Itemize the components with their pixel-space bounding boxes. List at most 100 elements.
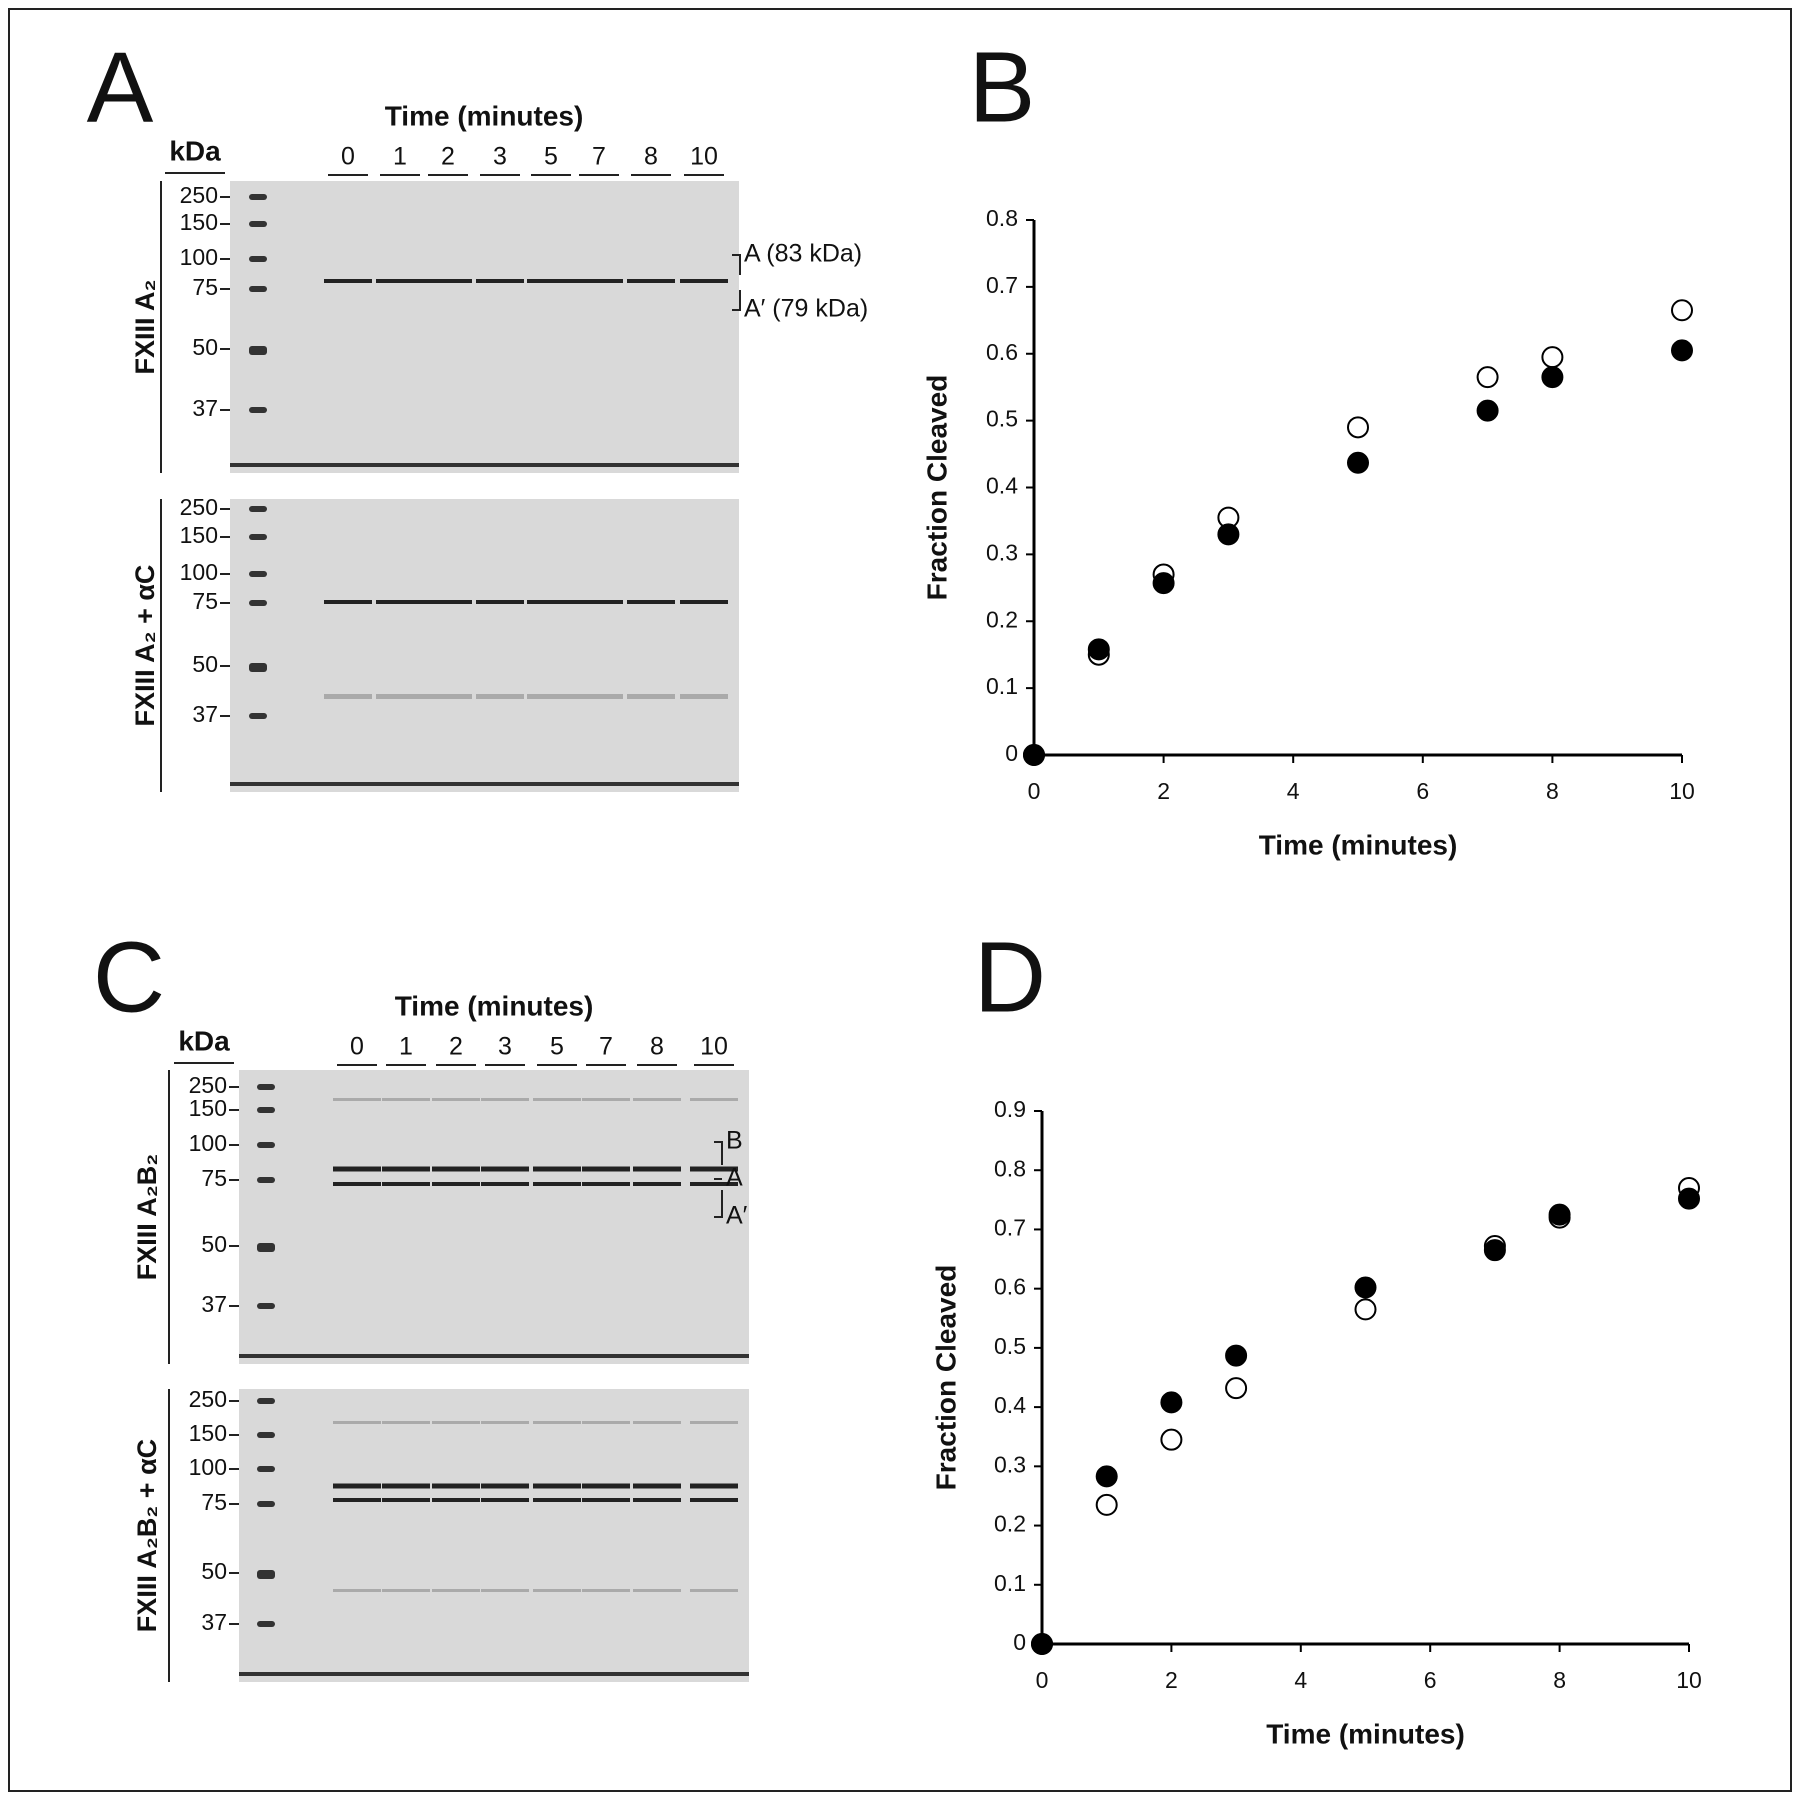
gel-image xyxy=(239,1389,749,1682)
gel-band-faint xyxy=(582,1098,630,1101)
gel-band-faint xyxy=(481,1421,529,1424)
data-point xyxy=(1548,1203,1571,1226)
data-point xyxy=(1671,339,1693,362)
ladder-band xyxy=(257,1084,275,1090)
ladder-band xyxy=(249,534,267,540)
data-point xyxy=(1095,1493,1118,1516)
x-axis-label: Time (minutes) xyxy=(1266,1718,1465,1749)
gel-band xyxy=(680,600,728,604)
panel-label: A xyxy=(87,31,154,143)
gel-band-faint xyxy=(627,694,675,699)
gel-band xyxy=(527,279,575,283)
gel-band xyxy=(533,1498,581,1502)
time-label: Time (minutes) xyxy=(385,100,584,131)
marker-label: 150 xyxy=(189,1420,227,1446)
x-tick-label: 10 xyxy=(1676,1667,1702,1693)
panel-label: D xyxy=(974,921,1046,1033)
gel-band xyxy=(333,1182,381,1186)
ladder-band xyxy=(257,1107,275,1113)
gel-band xyxy=(333,1483,381,1489)
gel-band xyxy=(481,1498,529,1502)
gel-band xyxy=(424,600,472,604)
gel-band xyxy=(376,279,424,283)
marker-label: 150 xyxy=(189,1095,227,1121)
gel-band-faint xyxy=(382,1589,430,1592)
ladder-band xyxy=(257,1432,275,1438)
marker-label: 50 xyxy=(192,651,218,677)
gel-band xyxy=(680,279,728,283)
gel-band xyxy=(690,1182,738,1186)
x-tick-label: 2 xyxy=(1165,1667,1178,1693)
lane-label: 2 xyxy=(441,143,455,171)
band-annotation: A′ xyxy=(726,1202,748,1230)
gel-band xyxy=(582,1498,630,1502)
gel-band-faint xyxy=(382,1421,430,1424)
gel-band-faint xyxy=(690,1589,738,1592)
gel-band xyxy=(333,1166,381,1172)
gel-band-faint xyxy=(582,1421,630,1424)
y-tick-label: 0.5 xyxy=(986,406,1018,432)
data-point xyxy=(1152,572,1175,595)
gel-band xyxy=(533,1483,581,1489)
y-tick-label: 0.3 xyxy=(986,539,1018,565)
blot-label: FXIII A₂B₂ xyxy=(132,1154,162,1281)
ladder-band xyxy=(249,600,267,606)
panel-label: B xyxy=(969,31,1036,143)
gel-band xyxy=(324,279,372,283)
marker-label: 100 xyxy=(189,1454,227,1480)
marker-label: 37 xyxy=(192,395,218,421)
band-annotation: B xyxy=(726,1127,743,1155)
gel-band xyxy=(627,600,675,604)
ladder-band xyxy=(257,1466,275,1472)
gel-band xyxy=(582,1182,630,1186)
data-point xyxy=(1087,638,1110,661)
lane-label: 10 xyxy=(700,1033,728,1061)
ladder-band xyxy=(257,1177,275,1183)
marker-label: 75 xyxy=(192,588,218,614)
gel-band xyxy=(432,1182,480,1186)
gel-band-faint xyxy=(690,1421,738,1424)
gel-band-faint xyxy=(527,694,575,699)
ladder-band xyxy=(257,1621,275,1627)
gel-band xyxy=(633,1498,681,1502)
ladder-band xyxy=(249,407,267,413)
marker-label: 100 xyxy=(180,559,218,585)
y-axis-label: Fraction Cleaved xyxy=(921,375,952,601)
gel-band-faint xyxy=(324,694,372,699)
gel-band xyxy=(481,1182,529,1186)
gel-band xyxy=(575,600,623,604)
gel-band xyxy=(382,1483,430,1489)
marker-label: 37 xyxy=(192,701,218,727)
kda-label: kDa xyxy=(178,1025,230,1056)
gel-band-faint xyxy=(633,1589,681,1592)
marker-label: 250 xyxy=(180,494,218,520)
ladder-band xyxy=(249,286,267,292)
lane-label: 7 xyxy=(599,1033,613,1061)
y-tick-label: 0.4 xyxy=(994,1392,1026,1418)
gel-band-faint xyxy=(533,1421,581,1424)
marker-label: 75 xyxy=(201,1489,227,1515)
y-tick-label: 0.7 xyxy=(994,1215,1026,1241)
ladder-band xyxy=(249,346,267,355)
y-tick-label: 0.1 xyxy=(994,1570,1026,1596)
y-tick-label: 0.3 xyxy=(994,1451,1026,1477)
data-point xyxy=(1217,523,1240,546)
gel-band xyxy=(432,1166,480,1172)
x-tick-label: 0 xyxy=(1036,1667,1049,1693)
x-tick-label: 8 xyxy=(1546,778,1559,804)
gel-dye-front xyxy=(239,1672,749,1676)
y-tick-label: 0 xyxy=(1005,740,1018,766)
gel-band xyxy=(527,600,575,604)
gel-dye-front xyxy=(230,463,739,467)
ladder-band xyxy=(249,221,267,227)
lane-label: 10 xyxy=(690,143,718,171)
marker-label: 250 xyxy=(189,1072,227,1098)
gel-band xyxy=(432,1498,480,1502)
gel-band xyxy=(432,1483,480,1489)
data-point xyxy=(1476,366,1499,389)
data-point xyxy=(1160,1428,1183,1451)
data-point xyxy=(1354,1298,1377,1321)
ladder-band xyxy=(257,1501,275,1507)
ladder-band xyxy=(257,1243,275,1252)
y-tick-label: 0.5 xyxy=(994,1333,1026,1359)
